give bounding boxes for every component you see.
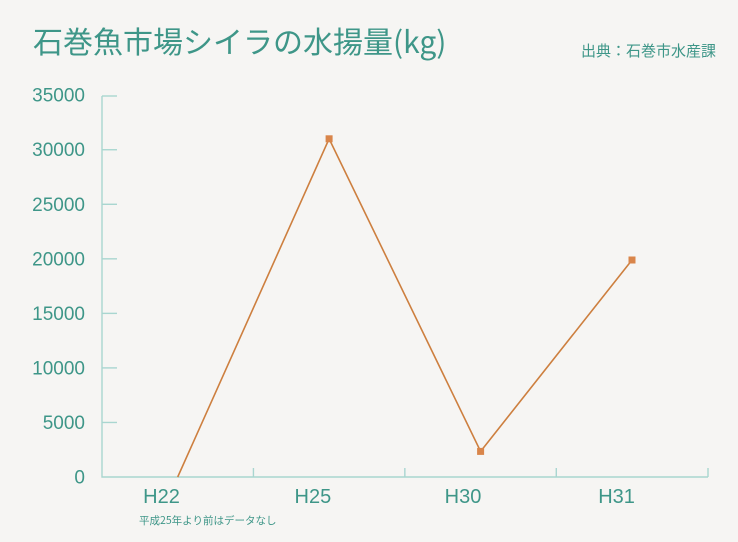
svg-text:0: 0: [74, 468, 85, 489]
svg-text:H22: H22: [143, 486, 180, 508]
svg-text:H31: H31: [598, 486, 635, 508]
svg-text:30000: 30000: [32, 140, 85, 161]
svg-text:H30: H30: [445, 486, 482, 508]
svg-text:35000: 35000: [32, 86, 85, 107]
svg-text:25000: 25000: [32, 195, 85, 216]
svg-text:5000: 5000: [43, 413, 85, 434]
svg-text:15000: 15000: [32, 304, 85, 325]
svg-text:H25: H25: [295, 486, 332, 508]
svg-text:20000: 20000: [32, 249, 85, 270]
svg-text:10000: 10000: [32, 358, 85, 379]
svg-text:平成25年より前はデータなし: 平成25年より前はデータなし: [139, 513, 276, 528]
